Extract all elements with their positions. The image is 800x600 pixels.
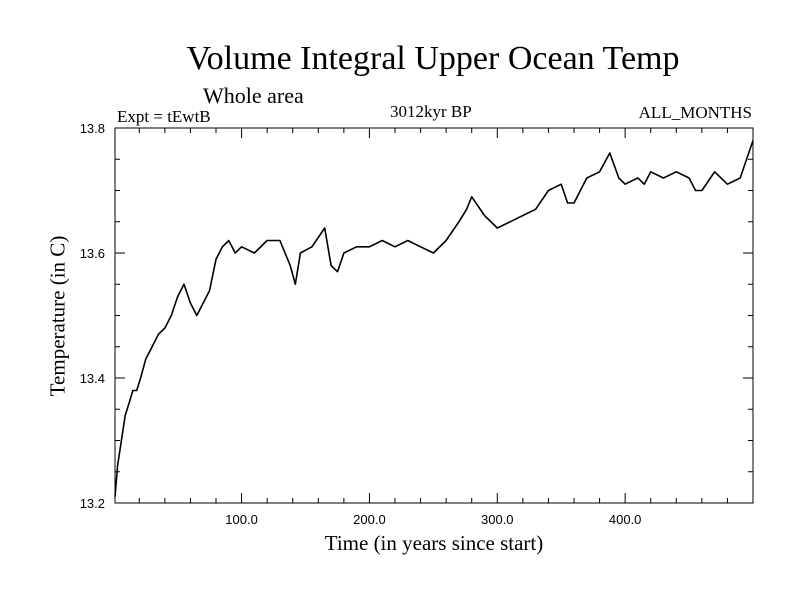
chart-title: Volume Integral Upper Ocean Temp — [186, 40, 680, 77]
experiment-label: Expt = tEwtB — [117, 107, 211, 126]
y-tick-label: 13.2 — [80, 496, 105, 511]
x-tick-label: 200.0 — [353, 512, 386, 527]
y-tick-label: 13.8 — [80, 121, 105, 136]
period-label: 3012kyr BP — [390, 102, 472, 121]
x-tick-label: 100.0 — [225, 512, 258, 527]
plot-frame — [114, 127, 754, 504]
x-tick-label: 300.0 — [481, 512, 514, 527]
y-tick-label: 13.4 — [80, 371, 105, 386]
chart-subtitle: Whole area — [203, 83, 304, 108]
axis-ticks: 100.0 200.0 300.0 400.0 13.2 13.4 13.6 13.8 — [80, 121, 753, 527]
y-tick-label: 13.6 — [80, 246, 105, 261]
temperature-series-line — [114, 140, 754, 497]
x-tick-label: 400.0 — [609, 512, 642, 527]
x-axis-label: Time (in years since start) — [324, 531, 544, 555]
months-label: ALL_MONTHS — [638, 103, 752, 122]
